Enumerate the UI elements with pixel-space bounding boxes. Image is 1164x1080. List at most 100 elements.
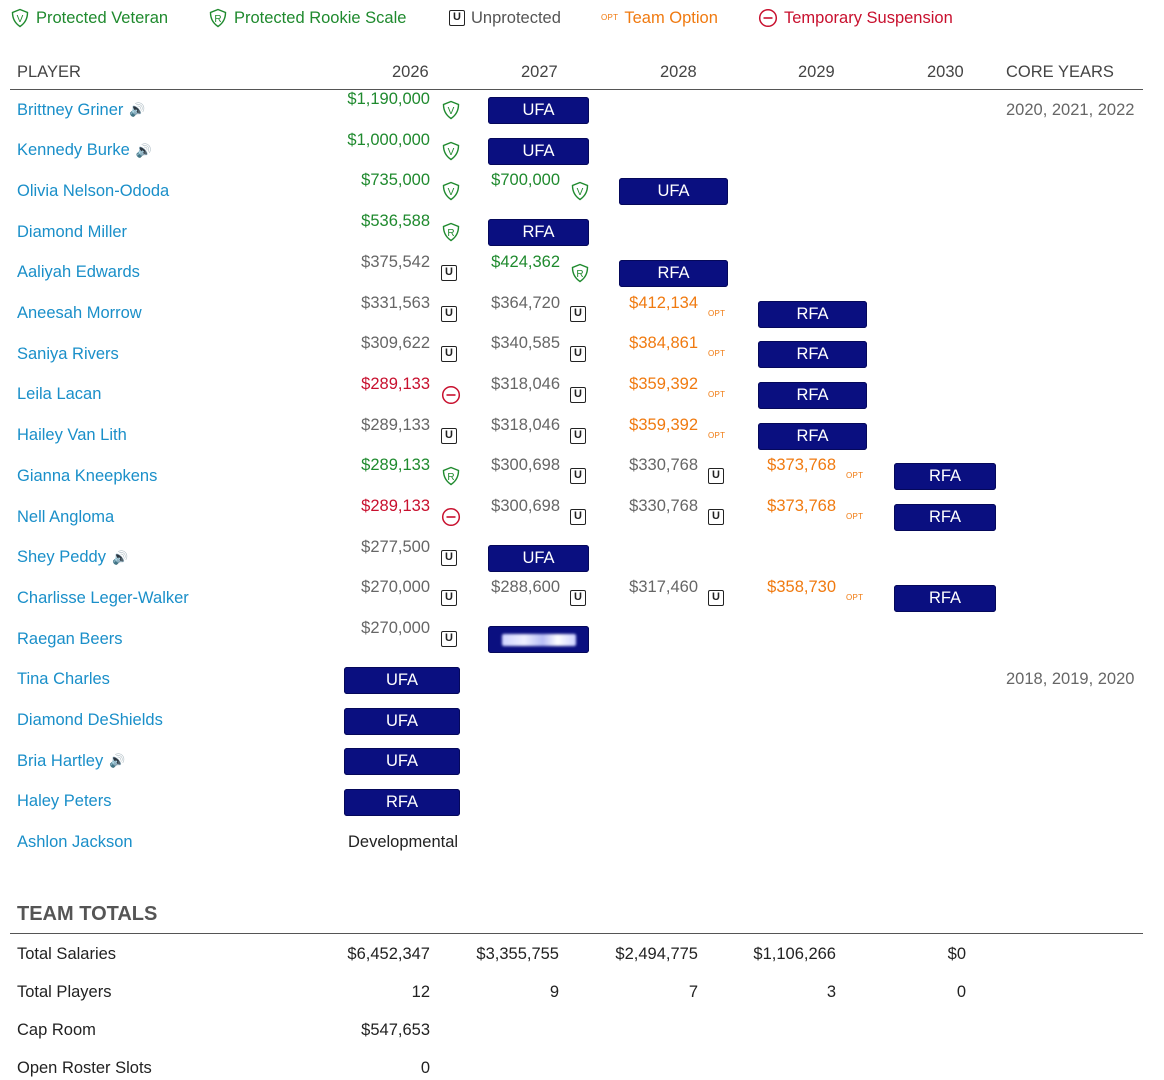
- player-row: Charlisse Leger-Walker $270,000 U $288,600 U…: [0, 578, 1164, 618]
- free-agency-badge[interactable]: RFA: [894, 585, 996, 613]
- badge-label: UFA: [385, 670, 419, 689]
- unprotected-icon: U: [570, 509, 586, 525]
- contract-type-marker: OPT: [846, 497, 863, 537]
- salary-amount: $289,133: [361, 456, 430, 475]
- salary-amount: $318,046: [491, 415, 560, 434]
- player-link[interactable]: Aneesah Morrow: [17, 294, 142, 334]
- salary-amount: $277,500: [361, 537, 430, 556]
- free-agency-badge[interactable]: [488, 626, 589, 654]
- player-link[interactable]: Saniya Rivers: [17, 334, 119, 374]
- veteran-shield-icon: V: [570, 181, 590, 201]
- unprotected-icon: U: [708, 468, 724, 485]
- player-row: Saniya Rivers $309,622 U $340,585 U $384,861 O…: [0, 334, 1164, 374]
- contract-type-marker: [441, 497, 461, 537]
- svg-text:R: R: [214, 14, 221, 25]
- free-agency-badge[interactable]: UFA: [619, 178, 728, 206]
- contract-type-marker: R: [441, 456, 461, 496]
- free-agency-badge[interactable]: RFA: [488, 219, 589, 247]
- player-link[interactable]: Tina Charles: [17, 660, 110, 700]
- player-name: Gianna Kneepkens: [17, 466, 158, 485]
- badge-label: UFA: [657, 182, 690, 201]
- player-link[interactable]: Nell Angloma: [17, 497, 114, 537]
- contract-type-marker: U: [570, 578, 586, 618]
- speaker-icon[interactable]: 🔊: [111, 549, 129, 565]
- salary-amount: $289,133: [361, 374, 430, 393]
- salary-amount: $375,542: [361, 252, 430, 271]
- player-row: Aaliyah Edwards $375,542 U $424,362 R RFA: [0, 253, 1164, 293]
- contract-type-marker: U: [441, 619, 457, 659]
- veteran-shield-icon: V: [441, 141, 461, 161]
- player-link[interactable]: Bria Hartley 🔊: [17, 741, 125, 781]
- free-agency-badge[interactable]: RFA: [619, 259, 728, 287]
- totals-row: Total Players 12 9 7 3 0: [0, 973, 1164, 1011]
- unprotected-icon: U: [441, 590, 457, 607]
- badge-label: RFA: [796, 385, 829, 404]
- suspension-icon: [441, 507, 461, 527]
- player-name: Raegan Beers: [17, 629, 123, 648]
- rookie-shield-icon: R: [441, 466, 461, 486]
- free-agency-badge[interactable]: RFA: [344, 788, 460, 816]
- contract-type-marker: U: [570, 294, 586, 334]
- speaker-icon[interactable]: 🔊: [109, 753, 126, 769]
- player-row: Gianna Kneepkens $289,133 R $300,698 U $330,7…: [0, 456, 1164, 496]
- free-agency-badge[interactable]: RFA: [758, 341, 867, 369]
- player-link[interactable]: Brittney Griner 🔊: [17, 90, 146, 130]
- unprotected-icon: U: [570, 427, 586, 444]
- free-agency-badge[interactable]: RFA: [758, 422, 867, 450]
- player-row: Shey Peddy 🔊 $277,500 U UFA: [0, 538, 1164, 578]
- totals-value: $1,106,266: [753, 944, 836, 963]
- svg-text:V: V: [17, 14, 24, 25]
- totals-value: 0: [420, 1058, 430, 1077]
- free-agency-badge[interactable]: RFA: [894, 504, 996, 531]
- free-agency-badge[interactable]: UFA: [344, 707, 460, 735]
- free-agency-badge[interactable]: RFA: [758, 300, 867, 328]
- salary-amount: $424,362: [491, 252, 560, 271]
- salary-amount: $330,768: [629, 497, 698, 515]
- player-row: Hailey Van Lith $289,133 U $318,046 U $359,39…: [0, 416, 1164, 456]
- player-link[interactable]: Aaliyah Edwards: [17, 253, 140, 293]
- free-agency-badge[interactable]: UFA: [488, 97, 589, 124]
- team-totals-title: TEAM TOTALS: [17, 903, 158, 925]
- salary-amount: $340,585: [491, 334, 560, 353]
- player-link[interactable]: Kennedy Burke 🔊: [17, 131, 152, 171]
- svg-text:R: R: [576, 269, 583, 280]
- legend: V Protected Veteran R Protected Rookie S…: [10, 7, 1160, 29]
- player-row: Diamond Miller $536,588 R RFA: [0, 212, 1164, 252]
- unprotected-icon: U: [441, 346, 457, 363]
- speaker-icon[interactable]: 🔊: [129, 102, 146, 117]
- option-icon: OPT: [846, 471, 864, 481]
- free-agency-badge[interactable]: UFA: [344, 748, 460, 776]
- free-agency-badge[interactable]: UFA: [488, 544, 589, 572]
- salary-amount: $373,768: [767, 456, 836, 475]
- player-link[interactable]: Shey Peddy 🔊: [17, 538, 128, 578]
- player-link[interactable]: Ashlon Jackson: [17, 823, 133, 863]
- player-link[interactable]: Olivia Nelson-Ododa: [17, 171, 169, 211]
- speaker-icon[interactable]: 🔊: [135, 142, 153, 158]
- salary-amount: $270,000: [361, 578, 430, 597]
- player-link[interactable]: Raegan Beers: [17, 619, 123, 659]
- totals-value: $2,494,775: [615, 944, 698, 963]
- salary-amount: $359,392: [629, 415, 698, 434]
- player-row: Nell Angloma $289,133 $300,698 U $330,768 U $3…: [0, 497, 1164, 537]
- free-agency-badge[interactable]: RFA: [758, 381, 867, 409]
- player-link[interactable]: Leila Lacan: [17, 375, 101, 415]
- free-agency-badge[interactable]: UFA: [488, 137, 589, 165]
- salary-amount: $700,000: [491, 171, 560, 190]
- legend-label: Team Option: [624, 8, 718, 27]
- contract-type-marker: U: [441, 538, 457, 578]
- salary-amount: $412,134: [629, 293, 698, 312]
- contract-type-marker: U: [708, 578, 724, 618]
- free-agency-badge[interactable]: RFA: [894, 463, 996, 491]
- player-link[interactable]: Diamond Miller: [17, 212, 127, 252]
- badge-label: UFA: [385, 752, 419, 771]
- salary-amount: $364,720: [491, 293, 560, 312]
- player-link[interactable]: Gianna Kneepkens: [17, 456, 157, 496]
- contract-type-marker: OPT: [846, 578, 863, 618]
- salary-amount: $1,190,000: [347, 90, 430, 108]
- player-link[interactable]: Charlisse Leger-Walker: [17, 578, 189, 618]
- player-link[interactable]: Hailey Van Lith: [17, 416, 127, 456]
- player-link[interactable]: Haley Peters: [17, 782, 111, 822]
- free-agency-badge[interactable]: UFA: [344, 666, 460, 694]
- unprotected-icon: U: [441, 549, 457, 566]
- player-link[interactable]: Diamond DeShields: [17, 701, 163, 741]
